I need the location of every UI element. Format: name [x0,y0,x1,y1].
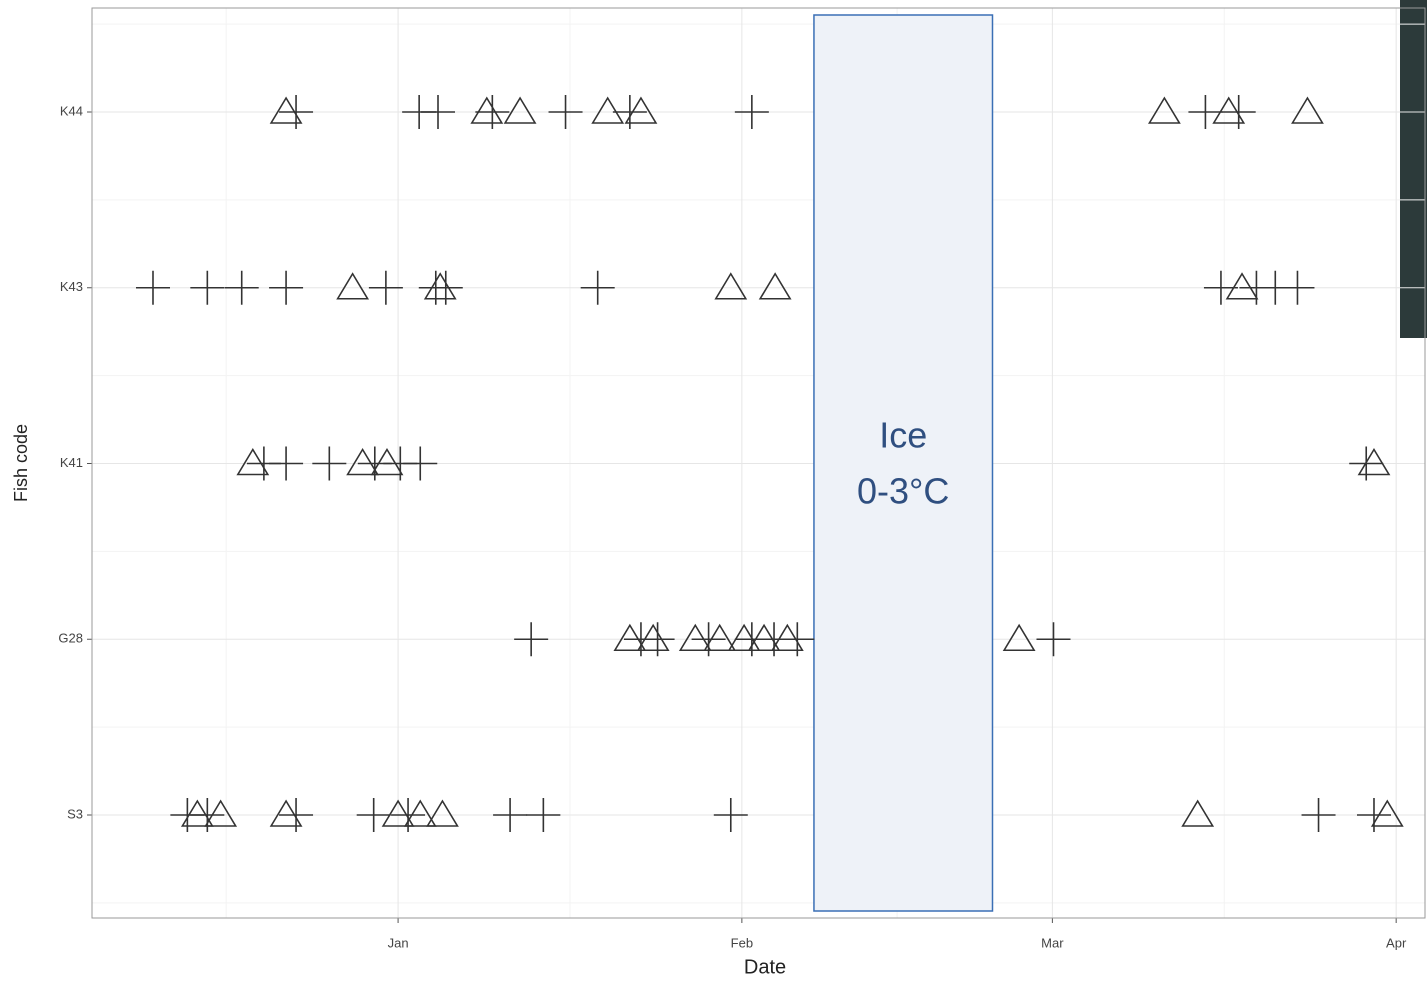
triangle-point [716,274,746,299]
annotation-text: Ice [879,415,927,456]
triangle-point [680,625,710,650]
plus-point [1349,447,1383,481]
plus-point [581,271,615,305]
triangle-point [1372,801,1402,826]
plus-point [549,95,583,129]
plus-point [1188,95,1222,129]
ice-region [814,15,993,911]
triangle-point [593,98,623,123]
triangle-point [1292,98,1322,123]
plus-point [1280,271,1314,305]
plus-point [493,798,527,832]
y-tick-label: G28 [58,631,83,646]
x-tick-label: Apr [1386,935,1407,950]
triangle-point [1004,625,1034,650]
triangle-point [1149,98,1179,123]
triangle-point [1359,450,1389,475]
y-tick-label: S3 [67,806,83,821]
x-tick-label: Mar [1041,935,1064,950]
plus-point [421,95,455,129]
plus-point [641,622,675,656]
x-tick-label: Jan [388,935,409,950]
triangle-point [425,274,455,299]
plus-point [403,447,437,481]
y-tick-label: K43 [60,279,83,294]
y-tick-label: K44 [60,103,83,118]
triangle-point [760,274,790,299]
plus-point [526,798,560,832]
triangle-point [427,801,457,826]
triangle-point [338,274,368,299]
annotation-text: 0-3°C [857,471,949,512]
plus-point [357,798,391,832]
chart: Date Fish code Jan Feb Mar Apr S3 G28 K41 K43 K4… [0,0,1427,981]
plus-point [514,622,548,656]
plus-point [269,271,303,305]
plus-point [225,271,259,305]
plus-point [714,798,748,832]
plus-point [1204,271,1238,305]
plus-point [269,447,303,481]
plus-point [735,95,769,129]
x-tick-label: Feb [731,935,753,950]
plus-point [136,271,170,305]
y-tick-label: K41 [60,455,83,470]
x-axis-label: Date [744,956,786,978]
plus-point [1036,622,1070,656]
triangle-point [1227,274,1257,299]
plus-point [190,271,224,305]
triangle-point [729,625,759,650]
triangle-point [472,98,502,123]
triangle-point [372,450,402,475]
plus-point [475,95,509,129]
triangle-point [1183,801,1213,826]
triangle-point [348,450,378,475]
plus-point [312,447,346,481]
triangle-point [405,801,435,826]
plus-point [1302,798,1336,832]
plus-point [429,271,463,305]
y-axis-label: Fish code [11,424,31,502]
triangle-point [505,98,535,123]
